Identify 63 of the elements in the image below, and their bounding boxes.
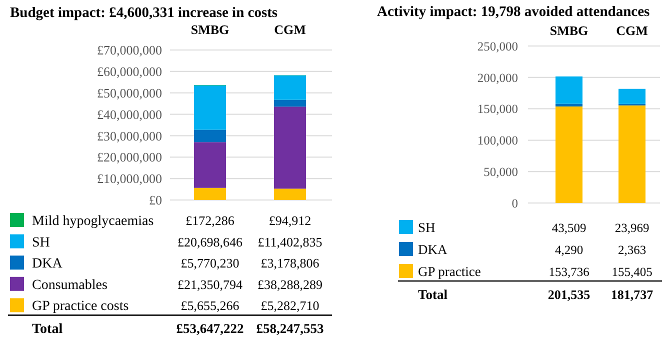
- text: 181,737: [610, 287, 654, 302]
- y-tick-label: 150,000: [477, 102, 518, 116]
- legend-label: DKA: [418, 242, 448, 257]
- bar: [194, 85, 226, 130]
- bar: [194, 188, 226, 200]
- y-tick-label: £0: [149, 192, 162, 208]
- legend-label: GP practice costs: [32, 299, 129, 314]
- legend-label: DKA: [32, 256, 64, 272]
- data-label: £5,770,230: [180, 256, 240, 271]
- bar: [618, 88, 646, 104]
- text: £53,647,222: [176, 321, 244, 336]
- data-label: £5,655,266: [180, 298, 240, 314]
- legend-label: Mild hypoglycaemias: [32, 214, 154, 229]
- x-tick-label: CGM: [616, 23, 648, 38]
- bar: [274, 188, 306, 200]
- legend-label: Consumables: [32, 278, 108, 293]
- data-label: £11,402,835: [258, 234, 322, 250]
- bar: [274, 75, 306, 100]
- y-tick-label: 250,000: [477, 39, 518, 54]
- text: £58,247,553: [256, 321, 324, 336]
- y-tick-label: 50,000: [484, 164, 518, 179]
- data-label: £20,698,646: [178, 234, 243, 250]
- y-tick-label: £20,000,000: [97, 150, 162, 165]
- y-tick-label: 0: [512, 196, 518, 210]
- y-tick-label: £40,000,000: [97, 106, 162, 122]
- data-label: £5,282,710: [260, 298, 320, 314]
- data-label: £21,350,794: [178, 276, 243, 292]
- bar: [194, 142, 226, 188]
- chart-title: Activity impact: 19,798 avoided attendances: [377, 4, 650, 20]
- bar: [556, 104, 582, 106]
- bar: [194, 130, 226, 142]
- data-label: 155,405: [612, 265, 652, 279]
- text: Total: [418, 287, 448, 302]
- data-label: 23,969: [614, 221, 650, 235]
- x-tick-label: SMBG: [550, 23, 588, 38]
- chart-title: Budget impact: £4,600,331 increase in costs: [10, 5, 278, 21]
- bar: [556, 106, 582, 203]
- legend-label: SH: [418, 220, 436, 235]
- data-label: £94,912: [268, 213, 312, 228]
- bar: [274, 106, 306, 189]
- y-tick-label: £70,000,000: [97, 42, 162, 58]
- bar: [618, 105, 646, 203]
- text: Total: [32, 322, 63, 338]
- y-tick-label: 100,000: [477, 134, 518, 148]
- y-tick-label: £10,000,000: [97, 171, 162, 186]
- legend-label: GP practice: [418, 264, 481, 279]
- y-tick-label: £50,000,000: [97, 85, 162, 100]
- data-label: £172,286: [186, 213, 235, 228]
- text: 201,535: [548, 287, 591, 302]
- data-label: 4,290: [554, 243, 584, 257]
- x-tick-label: CGM: [274, 22, 306, 37]
- data-label: £3,178,806: [260, 256, 320, 271]
- data-label: 2,363: [618, 243, 646, 257]
- bar: [556, 76, 582, 104]
- y-tick-label: 200,000: [477, 70, 518, 85]
- legend-label: SH: [32, 235, 50, 250]
- x-tick-label: SMBG: [190, 22, 230, 37]
- data-label: £38,288,289: [258, 276, 322, 292]
- data-label: 43,509: [552, 221, 586, 235]
- y-tick-label: £60,000,000: [97, 64, 162, 79]
- y-tick-label: £30,000,000: [97, 128, 162, 144]
- data-label: 153,736: [548, 265, 590, 279]
- bar: [274, 100, 306, 107]
